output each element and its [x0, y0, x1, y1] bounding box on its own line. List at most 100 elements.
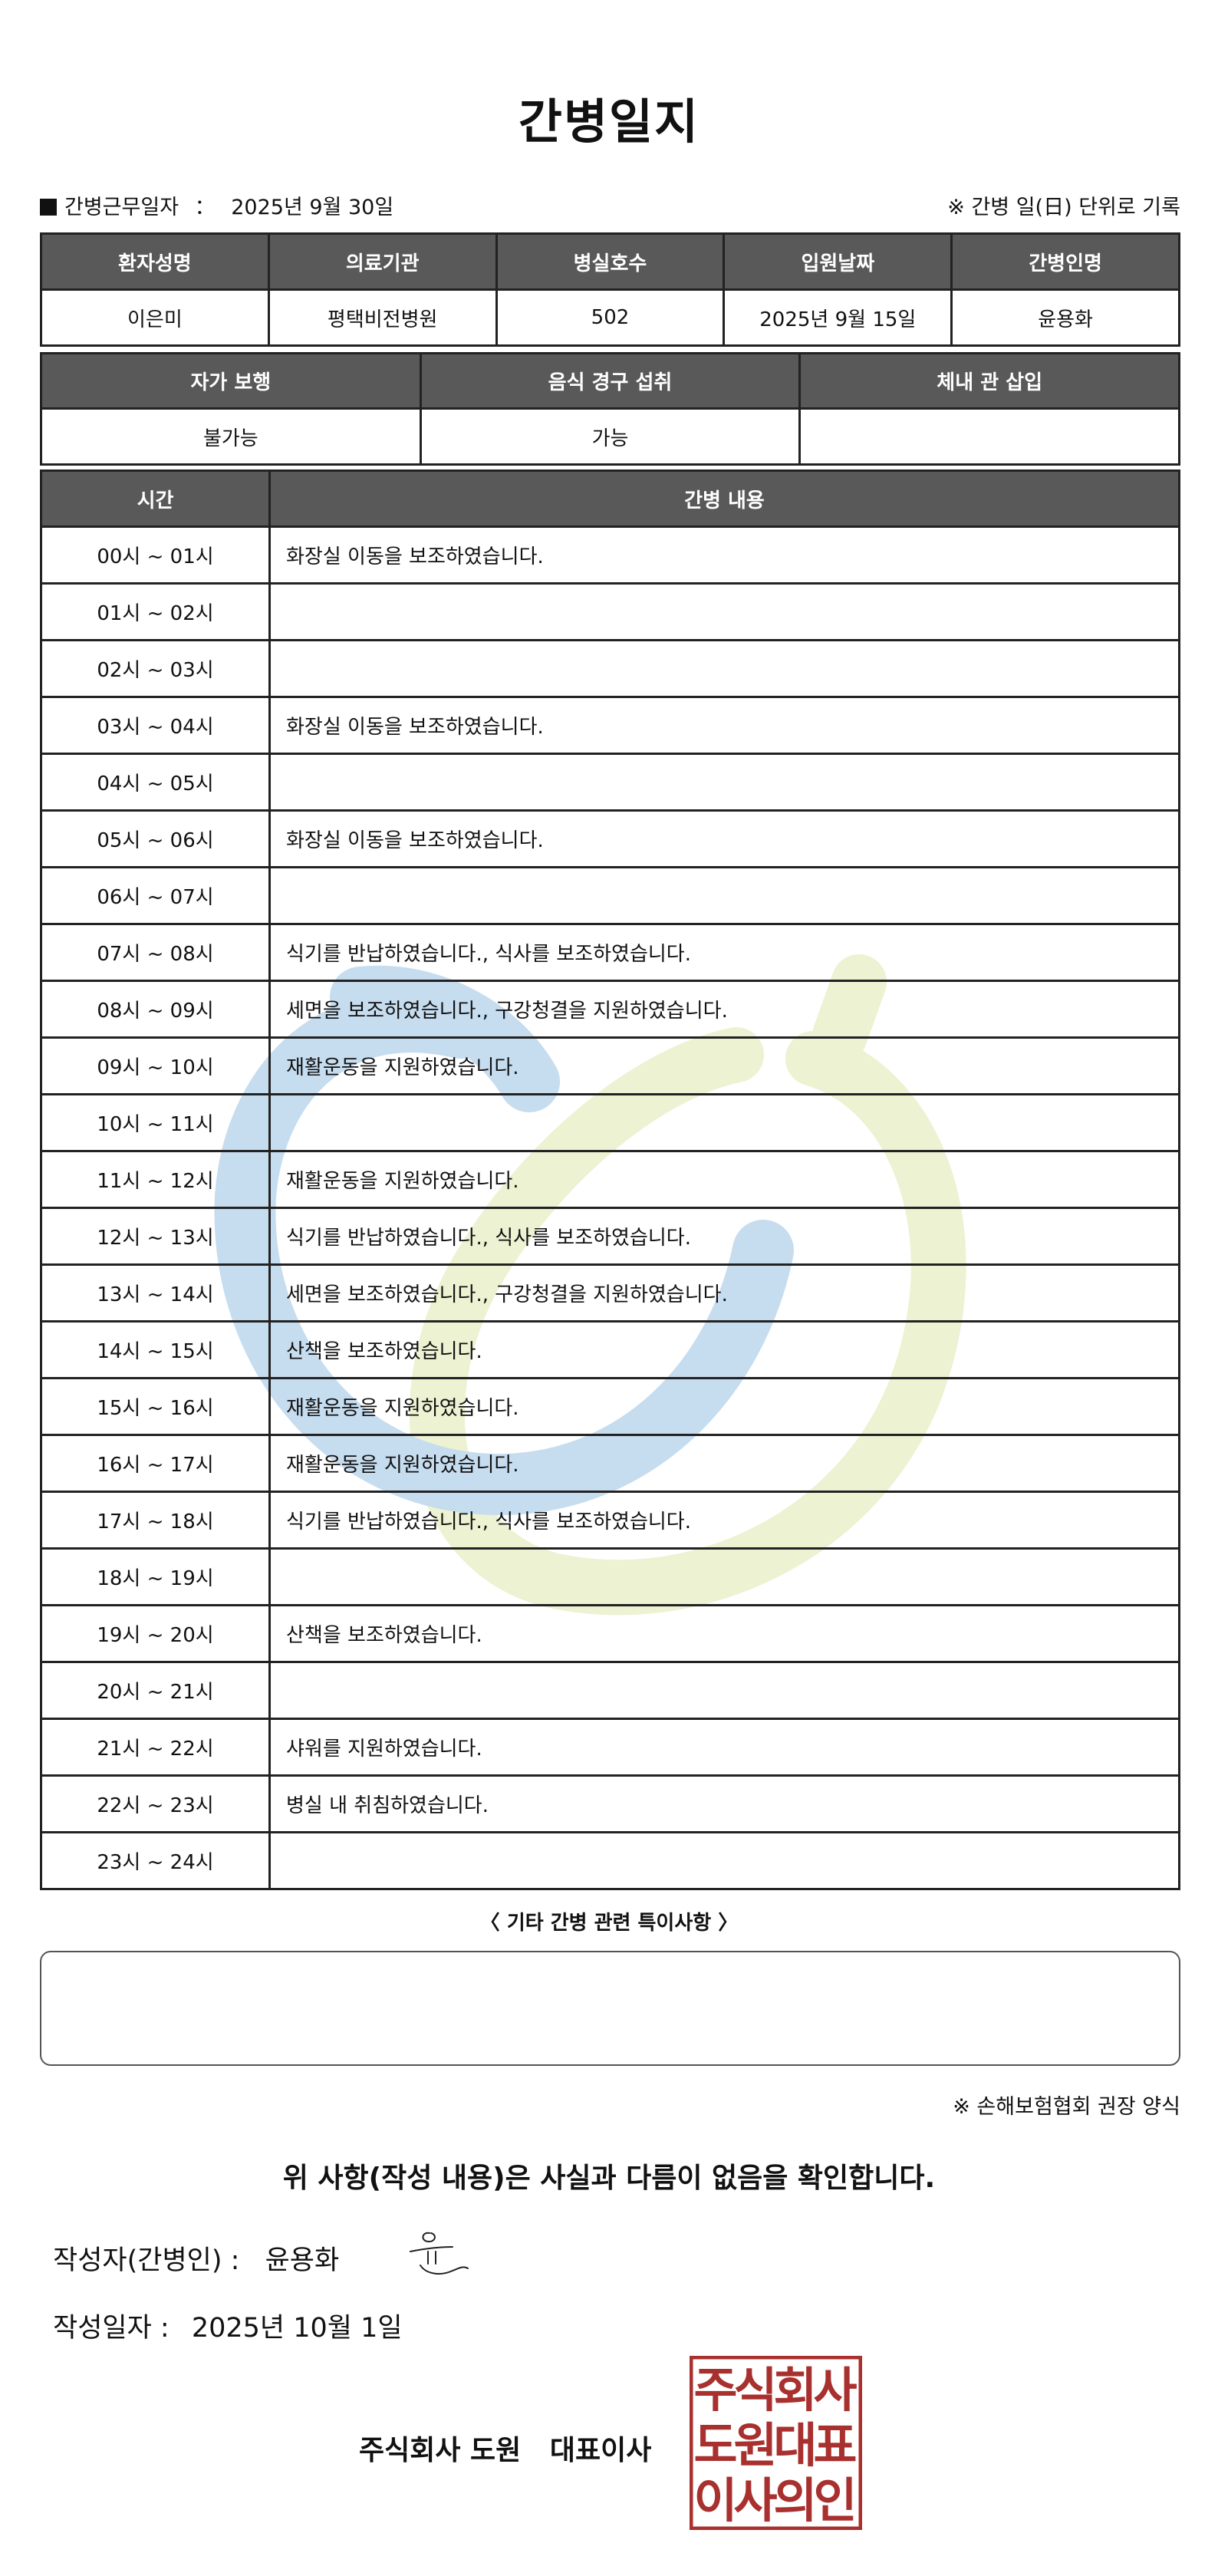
time-cell: 20시 ~ 21시: [40, 1661, 271, 1720]
header-oral-intake: 음식 경구 섭취: [419, 352, 802, 410]
header-time: 시간: [40, 469, 271, 528]
admission-date: 2025년 9월 15일: [723, 288, 953, 347]
care-content-cell: 화장실 이동을 보조하였습니다.: [268, 809, 1180, 868]
table-row: 00시 ~ 01시 화장실 이동을 보조하였습니다.: [40, 525, 1180, 585]
care-content-cell: [268, 866, 1180, 925]
care-content-cell: 화장실 이동을 보조하였습니다.: [268, 525, 1180, 585]
care-content-cell: 산책을 보조하였습니다.: [268, 1320, 1180, 1379]
svg-text:사: 사: [813, 2362, 857, 2418]
time-cell: 18시 ~ 19시: [40, 1547, 271, 1606]
time-cell: 21시 ~ 22시: [40, 1718, 271, 1777]
time-cell: 10시 ~ 11시: [40, 1093, 271, 1152]
table-row: 18시 ~ 19시: [40, 1547, 1180, 1606]
header-walking: 자가 보행: [40, 352, 422, 410]
care-content-cell: 병실 내 취침하였습니다.: [268, 1774, 1180, 1833]
tube-value: [798, 407, 1180, 466]
work-date-label: 간병근무일자: [64, 196, 179, 219]
care-content-cell: [268, 582, 1180, 641]
care-content-cell: [268, 753, 1180, 812]
confirm-statement: 위 사항(작성 내용)은 사실과 다름이 없음을 확인합니다.: [282, 2163, 936, 2194]
notes-field[interactable]: [40, 1951, 1180, 2066]
table-row: 10시 ~ 11시: [40, 1093, 1180, 1152]
time-cell: 19시 ~ 20시: [40, 1604, 271, 1663]
table-row: 23시 ~ 24시: [40, 1831, 1180, 1890]
work-date-separator: ：: [194, 196, 216, 219]
svg-text:인: 인: [813, 2472, 857, 2528]
table-row: 05시 ~ 06시 화장실 이동을 보조하였습니다.: [40, 809, 1180, 868]
care-content-cell: [268, 1093, 1180, 1152]
time-cell: 16시 ~ 17시: [40, 1434, 271, 1493]
svg-text:회: 회: [773, 2362, 817, 2418]
table-row: 17시 ~ 18시 식기를 반납하였습니다., 식사를 보조하였습니다.: [40, 1491, 1180, 1550]
unit-note: ※ 간병 일(日) 단위로 기록: [947, 196, 1180, 219]
table-row: 14시 ~ 15시 산책을 보조하였습니다.: [40, 1320, 1180, 1379]
signature-image: [410, 2232, 469, 2275]
time-cell: 00시 ~ 01시: [40, 525, 271, 585]
patient-name: 이은미: [40, 288, 270, 347]
care-content-cell: 재활운동을 지원하였습니다.: [268, 1150, 1180, 1209]
time-cell: 23시 ~ 24시: [40, 1831, 271, 1890]
caregiver-name: 윤용화: [950, 288, 1180, 347]
care-log-table: 시간 간병 내용 00시 ~ 01시 화장실 이동을 보조하였습니다. 01시 ~ …: [40, 469, 1180, 1890]
table-row: 16시 ~ 17시 재활운동을 지원하였습니다.: [40, 1434, 1180, 1493]
time-cell: 15시 ~ 16시: [40, 1377, 271, 1436]
time-cell: 13시 ~ 14시: [40, 1263, 271, 1323]
care-content-cell: 산책을 보조하였습니다.: [268, 1604, 1180, 1663]
care-content-cell: 세면을 보조하였습니다., 구강청결을 지원하였습니다.: [268, 980, 1180, 1039]
table-row: 06시 ~ 07시: [40, 866, 1180, 925]
company-line: 주식회사 도원 대표이사: [359, 2435, 652, 2466]
writer-label: 작성자(간병인) :: [53, 2245, 240, 2276]
header-admission-date: 입원날짜: [723, 232, 953, 291]
time-cell: 04시 ~ 05시: [40, 753, 271, 812]
table-row: 02시 ~ 03시: [40, 639, 1180, 698]
form-note: ※ 손해보험협회 권장 양식: [953, 2095, 1180, 2119]
work-date-line: 간병근무일자 ： 2025년 9월 30일: [40, 190, 393, 220]
table-row: 07시 ~ 08시 식기를 반납하였습니다., 식사를 보조하였습니다.: [40, 923, 1180, 982]
table-row: 11시 ~ 12시 재활운동을 지원하였습니다.: [40, 1150, 1180, 1209]
time-cell: 03시 ~ 04시: [40, 696, 271, 755]
table-row: 13시 ~ 14시 세면을 보조하였습니다., 구강청결을 지원하였습니다.: [40, 1263, 1180, 1323]
header-tube: 체내 관 삽입: [798, 352, 1180, 410]
time-cell: 17시 ~ 18시: [40, 1491, 271, 1550]
time-cell: 22시 ~ 23시: [40, 1774, 271, 1833]
time-cell: 05시 ~ 06시: [40, 809, 271, 868]
care-content-cell: 식기를 반납하였습니다., 식사를 보조하였습니다.: [268, 1491, 1180, 1550]
care-content-cell: 화장실 이동을 보조하였습니다.: [268, 696, 1180, 755]
svg-text:사: 사: [733, 2472, 777, 2528]
svg-text:의: 의: [773, 2472, 817, 2528]
header-care-content: 간병 내용: [268, 469, 1180, 528]
care-content-cell: [268, 1831, 1180, 1890]
care-content-cell: 재활운동을 지원하였습니다.: [268, 1434, 1180, 1493]
square-bullet-icon: [40, 199, 57, 216]
care-content-cell: 식기를 반납하였습니다., 식사를 보조하였습니다.: [268, 923, 1180, 982]
table-row: 22시 ~ 23시 병실 내 취침하였습니다.: [40, 1774, 1180, 1833]
header-patient-name: 환자성명: [40, 232, 270, 291]
care-content-cell: [268, 1661, 1180, 1720]
written-date-label: 작성일자 :: [53, 2313, 170, 2344]
notes-label: 〈 기타 간병 관련 특이사항 〉: [479, 1912, 739, 1935]
time-cell: 02시 ~ 03시: [40, 639, 271, 698]
patient-status-table: 자가 보행 음식 경구 섭취 체내 관 삽입 불가능 가능: [40, 352, 1180, 466]
hospital: 평택비전병원: [267, 288, 498, 347]
care-content-cell: 재활운동을 지원하였습니다.: [268, 1377, 1180, 1436]
table-row: 20시 ~ 21시: [40, 1661, 1180, 1720]
oral-intake-value: 가능: [419, 407, 802, 466]
table-row: 04시 ~ 05시: [40, 753, 1180, 812]
header-hospital: 의료기관: [267, 232, 498, 291]
written-date-value: 2025년 10월 1일: [191, 2313, 403, 2344]
time-cell: 08시 ~ 09시: [40, 980, 271, 1039]
patient-info-table: 환자성명 의료기관 병실호수 입원날짜 간병인명 이은미 평택비전병원 502 …: [40, 232, 1180, 347]
table-row: 09시 ~ 10시 재활운동을 지원하였습니다.: [40, 1036, 1180, 1095]
svg-text:원: 원: [733, 2417, 777, 2473]
svg-text:도: 도: [693, 2417, 737, 2473]
writer-line: 작성자(간병인) : 윤용화: [53, 2238, 339, 2278]
room-number: 502: [495, 288, 726, 347]
work-date-value: 2025년 9월 30일: [231, 196, 394, 219]
time-cell: 09시 ~ 10시: [40, 1036, 271, 1095]
table-row: 12시 ~ 13시 식기를 반납하였습니다., 식사를 보조하였습니다.: [40, 1207, 1180, 1266]
table-row: 08시 ~ 09시 세면을 보조하였습니다., 구강청결을 지원하였습니다.: [40, 980, 1180, 1039]
table-row: 01시 ~ 02시: [40, 582, 1180, 641]
svg-text:대: 대: [773, 2417, 817, 2473]
written-date-line: 작성일자 : 2025년 10월 1일: [53, 2306, 403, 2345]
svg-text:주: 주: [693, 2362, 737, 2418]
